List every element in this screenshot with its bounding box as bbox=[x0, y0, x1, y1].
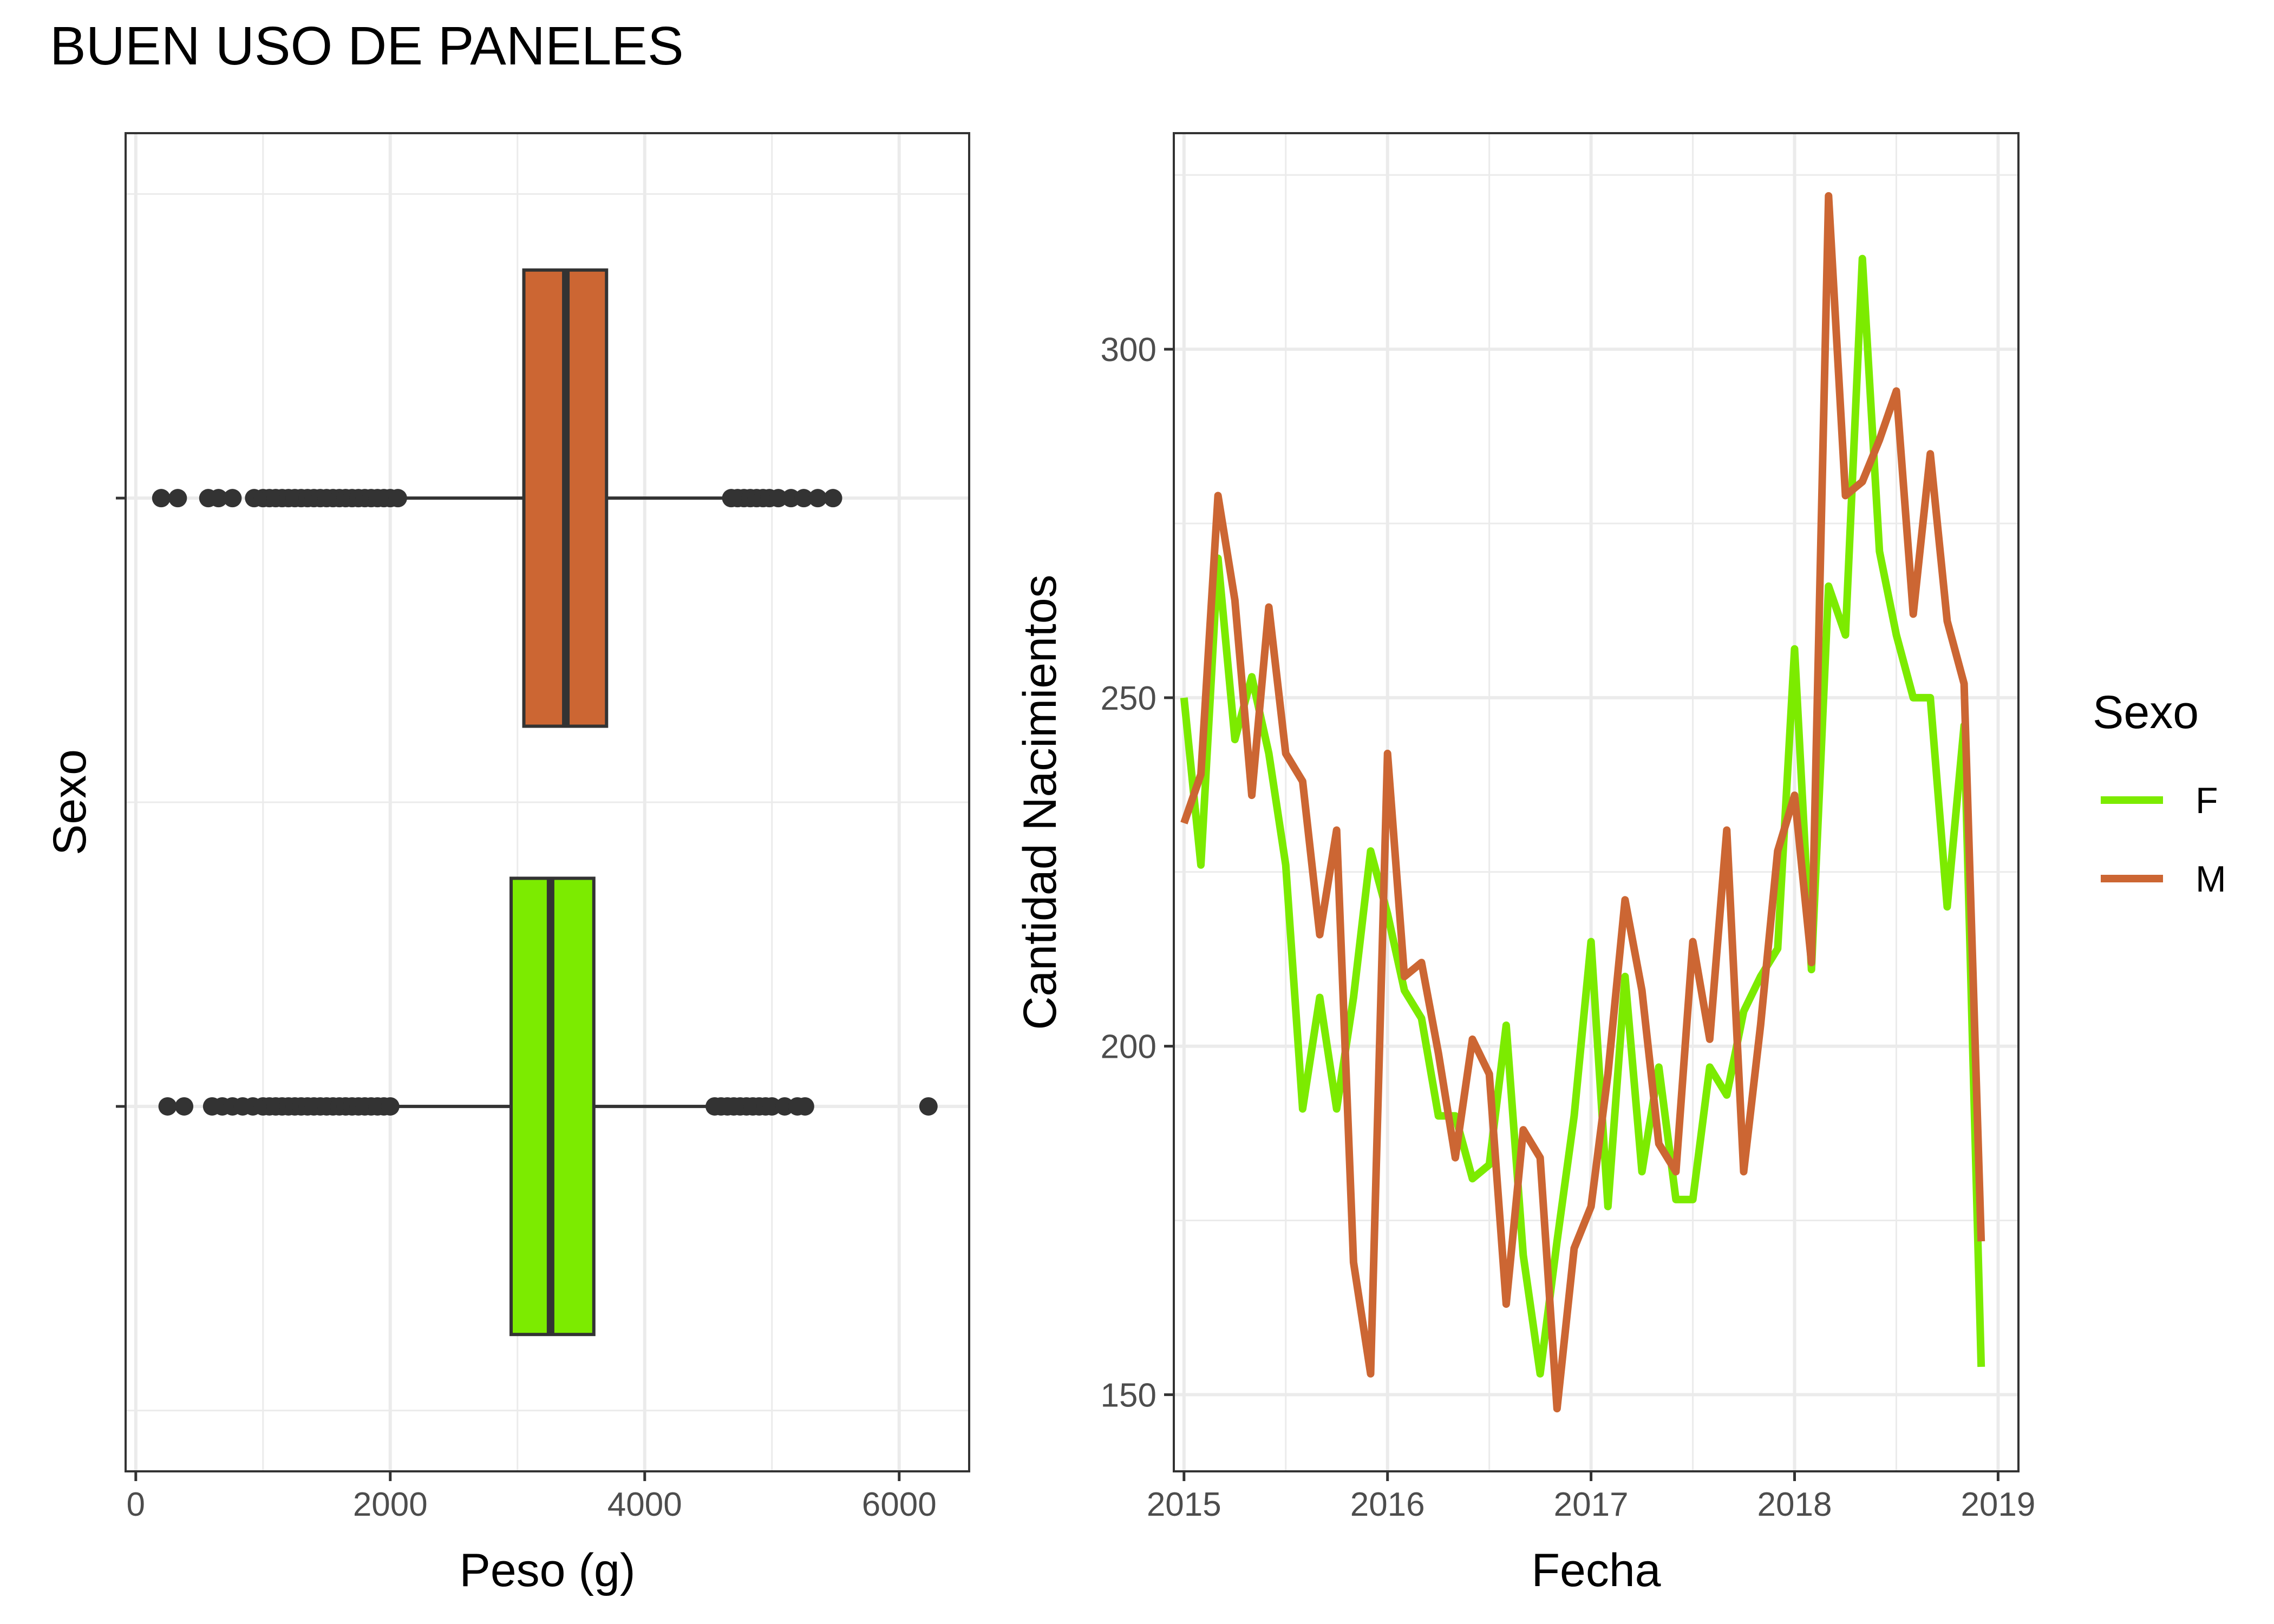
panel-border bbox=[125, 132, 970, 1472]
x-axis-title: Peso (g) bbox=[459, 1544, 635, 1596]
y-axis-title: Sexo bbox=[44, 749, 96, 855]
x-tick-label: 2017 bbox=[1554, 1486, 1629, 1523]
outlier-point-M bbox=[824, 489, 842, 508]
outlier-point-M bbox=[152, 489, 171, 508]
lineplot-panel: 2015 2016 2017 2018 2019 150 200 250 300 Fecha Can… bbox=[1014, 132, 2035, 1596]
y-tick-label: 250 bbox=[1101, 680, 1156, 717]
legend-label-F: F bbox=[2195, 780, 2218, 821]
figure-title: BUEN USO DE PANELES bbox=[50, 16, 684, 76]
y-axis-title: Cantidad Nacimientos bbox=[1014, 574, 1066, 1030]
outlier-point-M bbox=[794, 489, 813, 508]
outlier-point-F bbox=[175, 1097, 194, 1116]
boxplot-panel: 0 2000 4000 6000 Peso (g) Sexo bbox=[44, 132, 970, 1596]
legend-title: Sexo bbox=[2093, 686, 2199, 738]
y-tick-label: 200 bbox=[1101, 1029, 1156, 1066]
x-axis-title: Fecha bbox=[1531, 1544, 1661, 1596]
outlier-point-F bbox=[795, 1097, 814, 1116]
panel-background bbox=[1174, 133, 2018, 1471]
y-tick-label: 150 bbox=[1101, 1377, 1156, 1414]
outlier-point-M bbox=[388, 489, 407, 508]
outlier-point-F bbox=[158, 1097, 177, 1116]
x-tick-label: 2015 bbox=[1147, 1486, 1221, 1523]
outlier-point-M bbox=[782, 489, 801, 508]
outlier-point-F bbox=[775, 1097, 794, 1116]
x-tick-label: 2016 bbox=[1350, 1486, 1425, 1523]
x-tick-label: 2000 bbox=[353, 1486, 428, 1523]
outlier-point-M bbox=[209, 489, 228, 508]
x-tick-label: 0 bbox=[127, 1486, 145, 1523]
x-tick-label: 6000 bbox=[862, 1486, 937, 1523]
series-line-M bbox=[1180, 192, 1985, 1413]
x-tick-label: 2018 bbox=[1757, 1486, 1832, 1523]
outlier-point-M bbox=[223, 489, 242, 508]
outlier-point-M bbox=[769, 489, 788, 508]
y-tick-label: 300 bbox=[1101, 331, 1156, 369]
outlier-point-M bbox=[168, 489, 187, 508]
outlier-point-F bbox=[919, 1097, 938, 1116]
outlier-point-M bbox=[808, 489, 827, 508]
panel-border bbox=[1173, 132, 2020, 1472]
x-tick-label: 2019 bbox=[1961, 1486, 2035, 1523]
outlier-point-F bbox=[762, 1097, 781, 1116]
legend-label-M: M bbox=[2195, 859, 2226, 900]
x-tick-label: 4000 bbox=[607, 1486, 682, 1523]
legend: Sexo FM bbox=[2093, 686, 2226, 900]
series-line-F bbox=[1180, 254, 1985, 1378]
outlier-point-F bbox=[381, 1097, 400, 1116]
